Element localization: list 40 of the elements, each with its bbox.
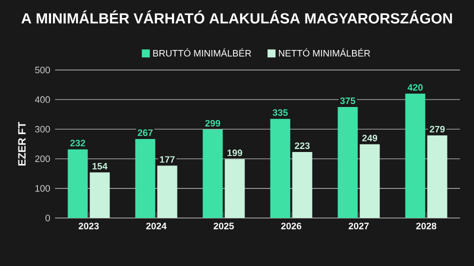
bar	[292, 152, 312, 218]
data-label: 299	[205, 120, 220, 127]
bar	[202, 129, 223, 218]
legend-label: BRUTTÓ MINIMÁLBÉR	[153, 48, 252, 57]
data-label: 232	[70, 140, 86, 146]
legend-label: NETTÓ MINIMÁLBÉR	[278, 48, 370, 57]
bar	[427, 135, 448, 218]
data-label: 420	[408, 84, 423, 91]
bar	[360, 144, 380, 218]
y-tick-label: 0	[45, 214, 50, 222]
y-tick-label: 100	[35, 185, 50, 192]
x-tick-label: 2027	[348, 222, 369, 230]
y-tick-label: 300	[35, 126, 50, 132]
x-tick-label: 2026	[281, 222, 302, 230]
data-label: 279	[430, 126, 445, 132]
bar	[405, 94, 426, 218]
data-label: 199	[228, 150, 242, 156]
x-tick-label: 2025	[214, 222, 234, 230]
x-tick-label: 2023	[78, 222, 99, 230]
data-label: 177	[160, 156, 175, 163]
bar	[68, 149, 88, 218]
y-tick-label: 500	[35, 66, 50, 74]
bar	[135, 138, 156, 218]
y-tick-label: 400	[34, 96, 50, 103]
chart-title: A MINIMÁLBÉR VÁRHATÓ ALAKULÁSA MAGYARORSZÁGON	[21, 10, 452, 24]
data-label: 249	[362, 134, 378, 142]
data-label: 154	[92, 162, 108, 170]
y-axis-title: EZER FT	[18, 122, 26, 166]
data-label: 335	[272, 109, 288, 116]
bar	[90, 172, 110, 218]
data-label: 223	[294, 142, 310, 150]
x-tick-label: 2024	[146, 222, 167, 230]
bar	[224, 159, 245, 218]
x-tick-label: 2028	[416, 222, 436, 230]
bar	[157, 166, 178, 218]
data-label: 375	[340, 97, 356, 104]
bar	[338, 106, 358, 218]
y-tick-label: 200	[35, 156, 50, 162]
data-label: 267	[138, 129, 153, 136]
bar	[270, 118, 290, 218]
